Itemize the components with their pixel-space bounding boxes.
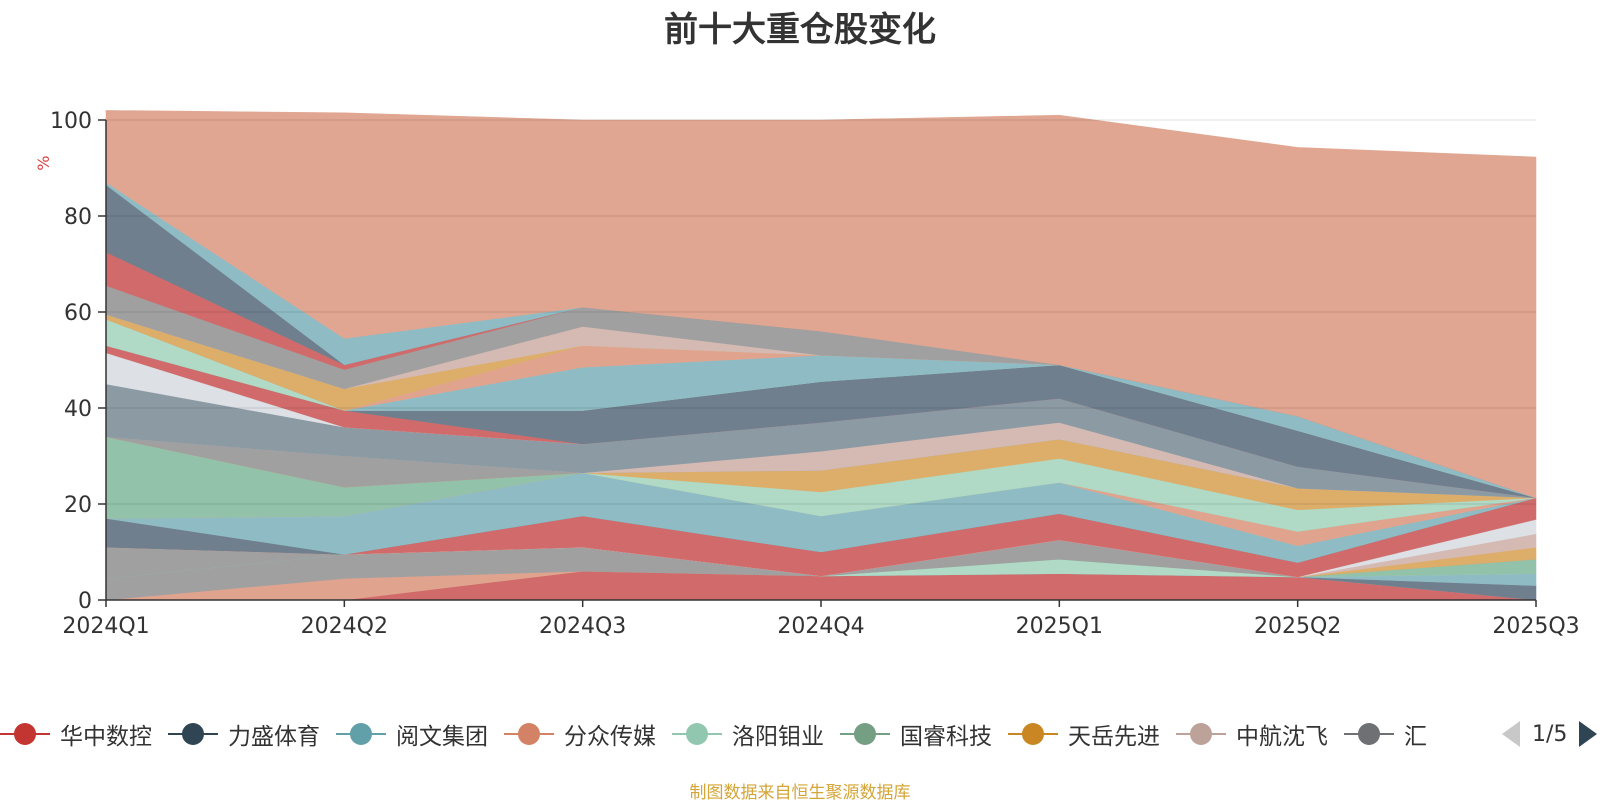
- legend-item[interactable]: 阅文集团: [336, 717, 488, 751]
- legend-item[interactable]: 力盛体育: [168, 717, 320, 751]
- x-tick-label-2024Q4: 2024Q4: [777, 614, 864, 639]
- legend-item[interactable]: 分众传媒: [504, 717, 656, 751]
- x-tick-label-2025Q1: 2025Q1: [1016, 614, 1103, 639]
- x-tick-label-2024Q3: 2024Q3: [539, 614, 626, 639]
- legend-label: 洛阳钼业: [732, 724, 824, 750]
- y-tick-label-100: 100: [50, 109, 92, 134]
- x-tick-label-2025Q3: 2025Q3: [1492, 614, 1579, 639]
- x-tick-label-2024Q1: 2024Q1: [62, 614, 149, 639]
- y-tick-label-0: 0: [78, 589, 92, 614]
- legend-label: 力盛体育: [228, 724, 320, 750]
- legend-label: 分众传媒: [564, 724, 656, 750]
- legend-viewport: 华中数控 力盛体育 阅文集团 分众传媒 洛阳钼业 国睿科技 天岳先进 中航沈飞 汇: [0, 712, 1484, 756]
- legend-marker-icon: [1344, 723, 1394, 745]
- x-tick-label-2024Q2: 2024Q2: [301, 614, 388, 639]
- legend-label: 阅文集团: [396, 724, 488, 750]
- x-tick-label-2025Q2: 2025Q2: [1254, 614, 1341, 639]
- legend: 华中数控 力盛体育 阅文集团 分众传媒 洛阳钼业 国睿科技 天岳先进 中航沈飞 汇: [0, 712, 1443, 756]
- y-tick-label-80: 80: [64, 205, 92, 230]
- legend-label: 天岳先进: [1068, 724, 1160, 750]
- legend-item[interactable]: 中航沈飞: [1176, 717, 1328, 751]
- legend-marker-icon: [504, 723, 554, 745]
- legend-label: 中航沈飞: [1236, 724, 1328, 750]
- legend-marker-icon: [1176, 723, 1226, 745]
- legend-marker-icon: [672, 723, 722, 745]
- y-axis-label: %: [34, 156, 53, 171]
- legend-item[interactable]: 华中数控: [0, 717, 152, 751]
- chart-canvas: 0 20 40 60 80 100 2024Q1 2024Q2 2024Q3 2024Q4 2025…: [34, 109, 1580, 639]
- legend-marker-icon: [0, 723, 50, 745]
- legend-label: 国睿科技: [900, 724, 992, 750]
- legend-prev-page-icon[interactable]: [1500, 719, 1522, 749]
- legend-next-page-icon[interactable]: [1577, 719, 1599, 749]
- legend-item[interactable]: 天岳先进: [1008, 717, 1160, 751]
- data-source-note: 制图数据来自恒生聚源数据库: [689, 783, 911, 803]
- chart-title: 前十大重仓股变化: [664, 10, 936, 50]
- legend-label: 汇: [1404, 724, 1427, 750]
- area-layer: [105, 110, 1537, 601]
- legend-item[interactable]: 汇: [1344, 717, 1427, 751]
- legend-marker-icon: [336, 723, 386, 745]
- y-tick-label-60: 60: [64, 301, 92, 326]
- legend-marker-icon: [168, 723, 218, 745]
- legend-item[interactable]: 国睿科技: [840, 717, 992, 751]
- y-tick-label-40: 40: [64, 397, 92, 422]
- legend-marker-icon: [840, 723, 890, 745]
- area-series-others: [105, 110, 1537, 499]
- legend-marker-icon: [1008, 723, 1058, 745]
- legend-item[interactable]: 洛阳钼业: [672, 717, 824, 751]
- y-tick-label-20: 20: [64, 493, 92, 518]
- legend-page-indicator: 1/5: [1532, 721, 1568, 747]
- legend-label: 华中数控: [60, 724, 152, 750]
- legend-pager: 1/5: [1500, 716, 1599, 752]
